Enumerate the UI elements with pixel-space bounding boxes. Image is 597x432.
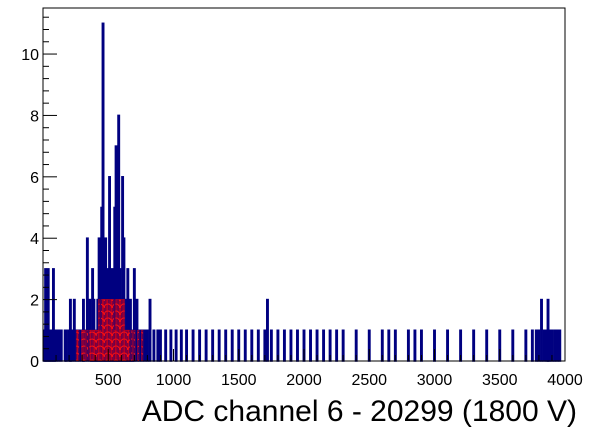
- x-tick-label: 500: [95, 372, 122, 389]
- histogram-bar: [57, 329, 61, 362]
- x-tick-label: 2500: [351, 372, 387, 389]
- histogram-bar: [387, 329, 391, 362]
- overlay-bar: [130, 329, 133, 362]
- x-axis-title: ADC channel 6 - 20299 (1800 V): [142, 395, 577, 428]
- histogram-bar: [243, 329, 247, 362]
- histogram-bar: [555, 329, 559, 362]
- histogram-bar: [530, 329, 534, 362]
- histogram-bar: [335, 329, 339, 362]
- histogram-bar: [174, 329, 178, 362]
- y-tick-label: 0: [30, 354, 39, 371]
- histogram-bar: [152, 329, 156, 362]
- histogram-bar: [540, 298, 543, 362]
- histogram-bar: [204, 329, 208, 362]
- y-tick-label: 2: [30, 293, 39, 310]
- x-tick-label: 1500: [221, 372, 257, 389]
- histogram-bar: [542, 329, 546, 362]
- histogram-bar: [322, 329, 326, 362]
- histogram-bar: [191, 329, 195, 362]
- overlay-bar: [83, 329, 86, 362]
- y-tick-label: 4: [30, 231, 39, 248]
- x-tick-label: 3500: [482, 372, 518, 389]
- overlay-bar: [86, 329, 89, 362]
- histogram-bar: [217, 329, 221, 362]
- histogram-bar: [558, 329, 562, 362]
- histogram-bar: [256, 329, 260, 362]
- histogram-bar: [282, 329, 286, 362]
- histogram-bar: [534, 329, 538, 362]
- histogram-bar: [269, 329, 273, 362]
- histogram-bar: [169, 329, 173, 362]
- overlay-bar: [141, 329, 144, 362]
- histogram-bar: [143, 329, 147, 362]
- histogram-bar: [230, 329, 234, 362]
- histogram-bar: [547, 329, 551, 362]
- histogram-bar: [553, 329, 557, 362]
- x-axis: 500 1000 1500 2000 2500 3000 3500 4000: [55, 349, 583, 389]
- x-tick-label: 4000: [547, 372, 583, 389]
- histogram-bar: [148, 298, 152, 362]
- overlay-bar: [137, 329, 140, 362]
- histogram-bar: [309, 329, 312, 362]
- x-tick-label: 1000: [156, 372, 192, 389]
- y-axis: 0 2 4 6 8 10: [21, 16, 57, 371]
- histogram-bar: [296, 329, 299, 362]
- y-tick-label: 10: [21, 47, 39, 64]
- histogram-bar: [59, 329, 63, 362]
- histogram-bar: [70, 329, 74, 362]
- histogram-bar: [65, 329, 68, 362]
- histogram-bar: [156, 329, 160, 362]
- x-tick-label: 3000: [417, 372, 453, 389]
- histogram-bar: [413, 329, 417, 362]
- histogram-bar: [266, 298, 269, 362]
- y-tick-label: 6: [30, 170, 39, 187]
- x-tick-label: 2000: [286, 372, 322, 389]
- overlay-bar: [128, 329, 131, 362]
- overlay-bar: [77, 329, 80, 362]
- histogram-bar: [164, 329, 168, 362]
- histogram-bar: [179, 329, 183, 362]
- histogram-bar: [72, 298, 76, 362]
- y-tick-label: 8: [30, 108, 39, 125]
